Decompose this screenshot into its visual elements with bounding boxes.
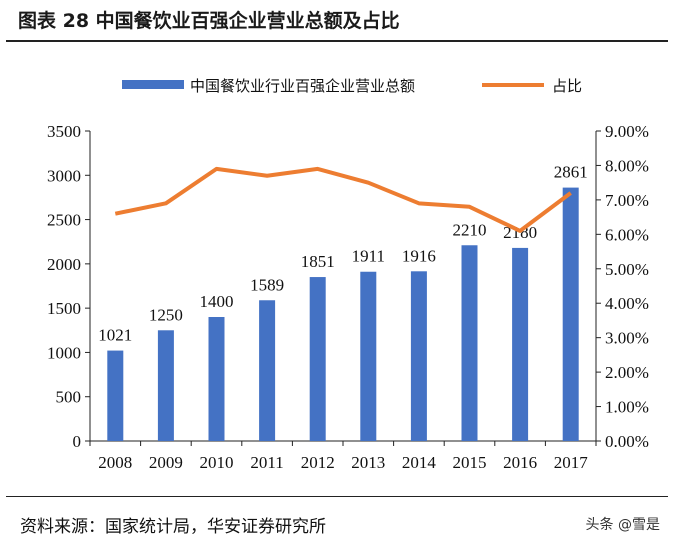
x-tick-label: 2015 [453, 453, 487, 472]
bar-data-label: 1911 [352, 247, 385, 266]
x-tick-label: 2016 [503, 453, 537, 472]
x-tick-label: 2010 [200, 453, 234, 472]
bar [360, 271, 377, 441]
bar [208, 317, 225, 441]
x-tick-label: 2012 [301, 453, 335, 472]
left-tick-label: 3000 [47, 166, 81, 185]
bar [562, 187, 579, 441]
left-tick-label: 2000 [47, 255, 81, 274]
x-tick-label: 2011 [250, 453, 283, 472]
bar-data-label: 1589 [250, 275, 284, 294]
left-tick-label: 500 [56, 388, 82, 407]
bar [461, 245, 478, 441]
left-tick-label: 0 [73, 432, 82, 451]
right-tick-label: 9.00% [605, 122, 649, 141]
bar-data-label: 1916 [402, 246, 436, 265]
source-note: 资料来源：国家统计局，华安证券研究所 [20, 517, 326, 537]
legend-label-bar: 中国餐饮业行业百强企业营业总额 [190, 77, 415, 95]
bar-data-label: 1021 [98, 326, 132, 345]
bar [157, 330, 174, 441]
bar-data-label: 2210 [453, 220, 487, 239]
bar [512, 247, 529, 441]
x-tick-label: 2017 [554, 453, 589, 472]
chart: 0 500 1000 1500 2000 2500 3000 3500 0.00% 1.00% 2.… [47, 77, 649, 472]
bottom-rule [6, 496, 668, 497]
left-tick-label: 3500 [47, 122, 81, 141]
legend-label-line: 占比 [552, 78, 582, 95]
x-tick-label: 2008 [98, 453, 132, 472]
right-tick-label: 6.00% [605, 225, 649, 244]
bar-data-label: 1250 [149, 305, 183, 324]
x-tick-label: 2013 [351, 453, 385, 472]
left-tick-label: 2500 [47, 211, 81, 230]
bar [309, 277, 326, 441]
right-tick-label: 8.00% [605, 156, 649, 175]
top-rule [6, 40, 668, 42]
left-tick-label: 1500 [47, 299, 81, 318]
x-tick-label: 2009 [149, 453, 183, 472]
x-tick-label: 2014 [402, 453, 437, 472]
right-tick-label: 2.00% [605, 363, 649, 382]
right-tick-label: 7.00% [605, 191, 649, 210]
legend-swatch-bar [122, 80, 184, 89]
bar [259, 300, 276, 441]
right-tick-label: 4.00% [605, 294, 649, 313]
share-line [114, 166, 572, 233]
right-tick-label: 0.00% [605, 432, 649, 451]
watermark: 头条 @雪是 [585, 517, 660, 533]
right-tick-label: 5.00% [605, 260, 649, 279]
left-tick-label: 1000 [47, 343, 81, 362]
bar [410, 271, 427, 441]
bar-data-label: 1400 [200, 292, 234, 311]
bar [107, 350, 124, 441]
bar-data-label: 2861 [554, 163, 588, 182]
right-tick-label: 3.00% [605, 329, 649, 348]
right-tick-label: 1.00% [605, 398, 649, 417]
figure-title: 图表 28 中国餐饮业百强企业营业总额及占比 [18, 10, 400, 32]
bar-data-label: 1851 [301, 252, 335, 271]
